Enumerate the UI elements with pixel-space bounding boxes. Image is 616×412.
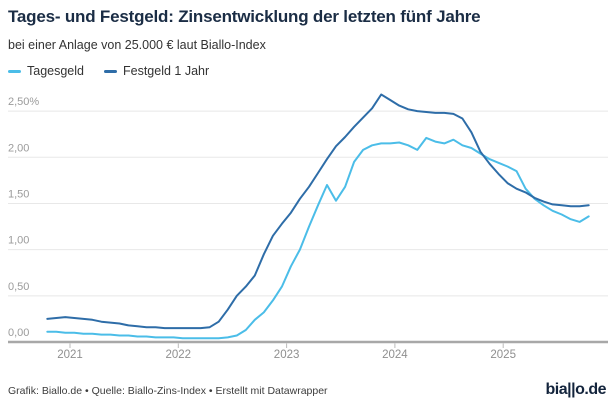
- page-title: Tages- und Festgeld: Zinsentwicklung der…: [8, 7, 481, 26]
- festgeld-line-swatch: [104, 69, 117, 73]
- credit-line: Grafik: Biallo.de • Quelle: Biallo-Zins-…: [8, 385, 328, 397]
- x-tick-label: 2021: [57, 349, 83, 361]
- legend-item-festgeld: Festgeld 1 Jahr: [104, 64, 209, 78]
- legend-label-festgeld: Festgeld 1 Jahr: [123, 64, 210, 78]
- x-tick-label: 2023: [274, 349, 300, 361]
- x-tick-label: 2025: [490, 349, 516, 361]
- series-line-tagesgeld[interactable]: [46, 136, 590, 340]
- y-tick-label: 1,00: [8, 235, 29, 247]
- legend-label-tagesgeld: Tagesgeld: [27, 64, 84, 78]
- y-tick-label: 2,50%: [8, 96, 39, 108]
- line-chart[interactable]: 0,00 0,50 1,00 1,50 2,00 2,50% 2021 2022 2023 202…: [0, 88, 616, 366]
- biallo-logo[interactable]: bia||o.de: [545, 381, 607, 398]
- y-tick-label: 2,00: [8, 142, 29, 154]
- y-tick-label: 1,50: [8, 188, 29, 200]
- y-tick-label: 0,00: [8, 327, 29, 339]
- chart-footer: Grafik: Biallo.de • Quelle: Biallo-Zins-…: [8, 381, 607, 399]
- series-line-festgeld-1-jahr[interactable]: [46, 93, 590, 330]
- x-tick-label: 2024: [382, 349, 408, 361]
- legend-item-tagesgeld: Tagesgeld: [8, 64, 84, 78]
- chart-legend: Tagesgeld Festgeld 1 Jahr: [8, 64, 209, 78]
- tagesgeld-line-swatch: [8, 69, 21, 73]
- x-tick-label: 2022: [166, 349, 192, 361]
- y-tick-label: 0,50: [8, 281, 29, 293]
- chart-subtitle: bei einer Anlage von 25.000 € laut Biall…: [8, 38, 266, 52]
